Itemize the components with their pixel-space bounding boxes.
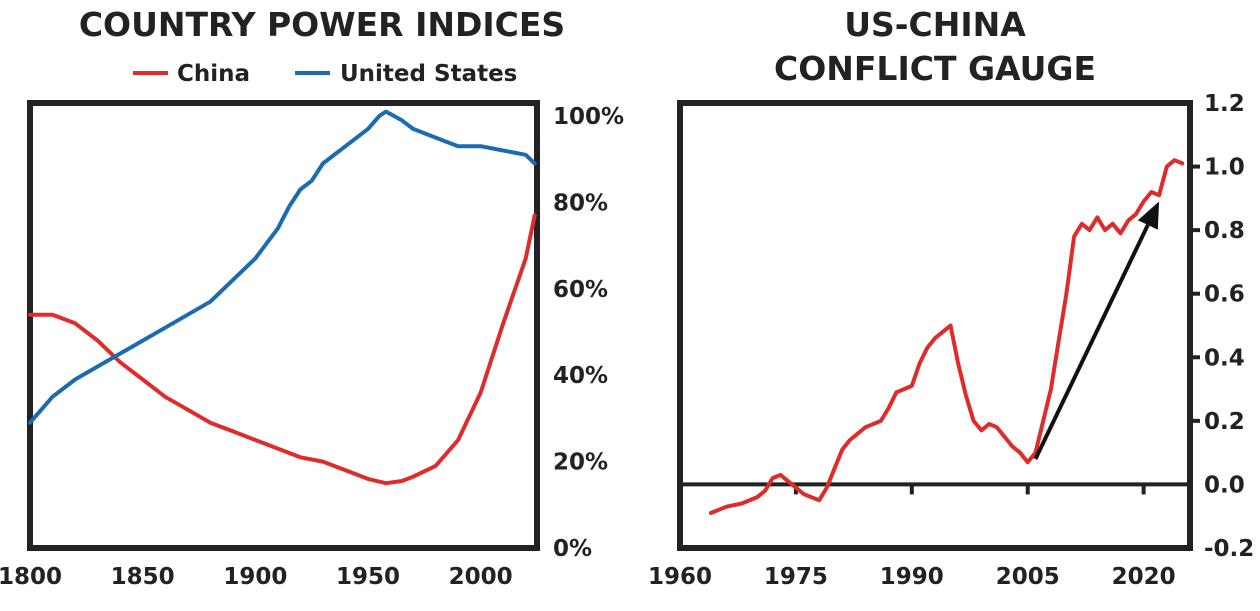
legend-label-china: China xyxy=(177,61,250,87)
y-tick-label: 100% xyxy=(553,104,624,130)
country-power-indices-chart: COUNTRY POWER INDICES China United State… xyxy=(0,5,624,590)
y-tick-label: 0.4 xyxy=(1204,345,1245,371)
left-legend: China United States xyxy=(133,61,517,87)
series-line-united-states xyxy=(28,109,537,425)
x-tick-label: 2000 xyxy=(449,564,513,590)
us-china-conflict-gauge-chart: US-CHINA CONFLICT GAUGE 1960 1975 1990 2005… xyxy=(648,5,1254,590)
y-tick-label: 0.2 xyxy=(1204,409,1245,435)
x-tick-label: 1900 xyxy=(223,564,287,590)
y-tick-label: 0.8 xyxy=(1204,218,1245,244)
series-line-china xyxy=(28,213,537,486)
y-tick-label: 1.0 xyxy=(1204,155,1245,181)
right-chart-title-line-2: CONFLICT GAUGE xyxy=(774,49,1096,88)
x-tick-label: 2020 xyxy=(1112,564,1176,590)
y-tick-label: 80% xyxy=(553,190,608,216)
legend-label-united-states: United States xyxy=(340,61,517,87)
x-tick-label: 2005 xyxy=(996,564,1060,590)
y-tick-label: 60% xyxy=(553,277,608,303)
left-chart-title: COUNTRY POWER INDICES xyxy=(79,5,565,44)
y-tick-label: -0.2 xyxy=(1204,536,1254,562)
x-tick-label: 1960 xyxy=(648,564,712,590)
x-tick-label: 1990 xyxy=(880,564,944,590)
y-tick-label: 1.2 xyxy=(1204,91,1245,117)
y-tick-label: 40% xyxy=(553,363,608,389)
plot-frame xyxy=(677,100,1193,551)
y-tick-label: 20% xyxy=(553,450,608,476)
plot-frame xyxy=(27,100,540,551)
y-tick-label: 0% xyxy=(553,536,592,562)
y-tick-label: 0.0 xyxy=(1204,472,1245,498)
x-tick-label: 1950 xyxy=(336,564,400,590)
right-chart-title-line-1: US-CHINA xyxy=(844,5,1026,44)
trend-arrow-shaft xyxy=(1033,224,1150,460)
x-tick-label: 1850 xyxy=(111,564,175,590)
x-tick-label: 1975 xyxy=(764,564,828,590)
x-tick-label: 1800 xyxy=(0,564,62,590)
series-line-conflict-gauge xyxy=(708,158,1185,515)
trend-arrow-head xyxy=(1137,201,1160,230)
y-tick-label: 0.6 xyxy=(1204,282,1245,308)
